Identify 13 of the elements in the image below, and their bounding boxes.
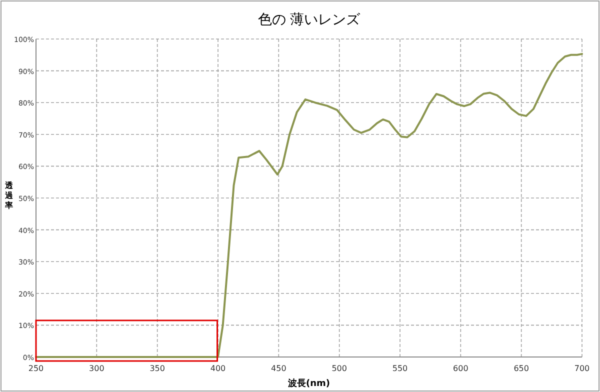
chart-title: 色の 薄いレンズ bbox=[258, 12, 362, 28]
x-tick-label: 500 bbox=[332, 364, 347, 373]
x-tick-label: 400 bbox=[210, 364, 226, 373]
x-tick-label: 250 bbox=[28, 364, 44, 373]
y-axis-title: 透過率 bbox=[4, 181, 14, 210]
x-tick-label: 350 bbox=[150, 364, 165, 373]
x-tick-label: 600 bbox=[453, 364, 468, 373]
x-tick-label: 700 bbox=[574, 364, 590, 373]
x-tick-label: 650 bbox=[514, 364, 529, 373]
x-tick-label: 550 bbox=[392, 364, 408, 373]
x-tick-label: 450 bbox=[271, 364, 286, 373]
x-axis-title: 波長(nm) bbox=[286, 378, 330, 389]
x-tick-label: 300 bbox=[89, 364, 104, 373]
